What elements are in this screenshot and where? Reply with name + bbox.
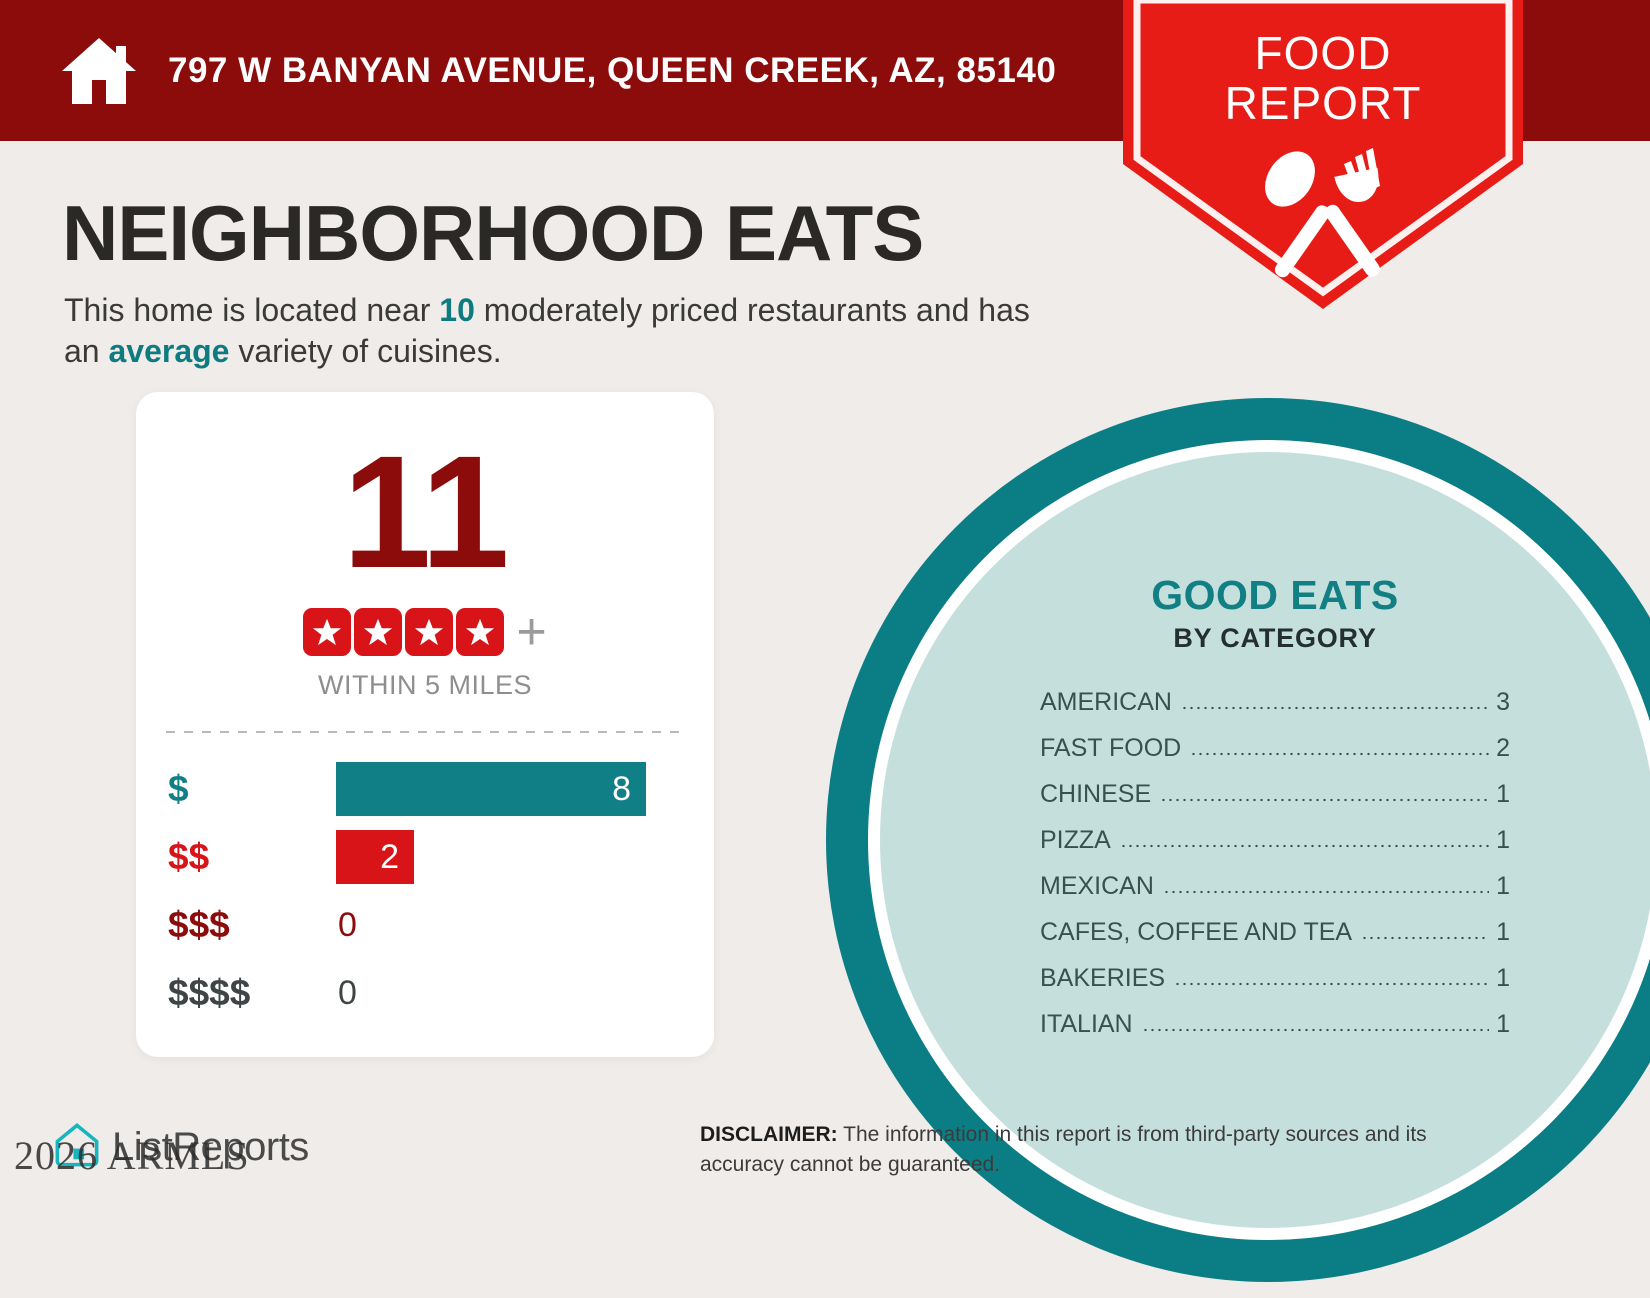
- category-row: ITALIAN 1: [1040, 1010, 1510, 1039]
- category-dot-leader: [1119, 844, 1490, 848]
- price-tier-label: $$$: [168, 904, 230, 945]
- category-name: FAST FOOD: [1040, 734, 1182, 762]
- category-row: FAST FOOD 2: [1040, 734, 1510, 763]
- badge-title: FOOD REPORT: [1123, 28, 1523, 128]
- category-count: 1: [1496, 780, 1510, 808]
- price-tier-value: 8: [612, 769, 631, 808]
- page-title: NEIGHBORHOOD EATS: [62, 189, 924, 277]
- spoon-fork-icon: [1265, 148, 1380, 278]
- category-count: 1: [1496, 826, 1510, 854]
- category-dot-leader: [1174, 982, 1490, 986]
- circle-inner-fill: [880, 452, 1650, 1228]
- price-tier-bar: 2: [336, 830, 414, 884]
- price-tier-value: 0: [338, 905, 357, 944]
- star-icon: [456, 608, 505, 656]
- category-row: PIZZA 1: [1040, 826, 1510, 855]
- category-name: ITALIAN: [1040, 1010, 1133, 1038]
- category-count: 1: [1496, 964, 1510, 992]
- category-row: CAFES, COFFEE AND TEA 1: [1040, 918, 1510, 947]
- restaurant-count: 11: [342, 422, 509, 601]
- good-eats-panel: GOOD EATS BY CATEGORY AMERICAN 3 FAST FOOD…: [1040, 572, 1510, 1056]
- star-rating: +: [136, 603, 714, 661]
- price-tier-row: $$$ 0: [136, 891, 714, 959]
- good-eats-heading: GOOD EATS: [1151, 572, 1399, 618]
- disclaimer: DISCLAIMER: The information in this repo…: [700, 1120, 1510, 1180]
- subtitle-restaurant-count: 10: [439, 292, 475, 328]
- house-logo-icon: [52, 1120, 102, 1175]
- category-dot-leader: [1180, 706, 1490, 710]
- category-name: PIZZA: [1040, 826, 1111, 854]
- headline-block: NEIGHBORHOOD EATS This home is located n…: [62, 190, 1074, 372]
- price-tier-label: $$: [168, 836, 210, 877]
- card-divider: [166, 731, 684, 733]
- price-tier-bar: 8: [336, 762, 646, 816]
- category-dot-leader: [1160, 798, 1490, 802]
- price-tier-row: $8: [136, 755, 714, 823]
- star-icon: [354, 608, 403, 656]
- price-tier-label: $$$$: [168, 972, 251, 1013]
- listreports-logo: ListReports: [52, 1120, 309, 1175]
- food-report-badge: FOOD REPORT: [1123, 0, 1523, 314]
- price-tier-chart: $8 $$ 2 $$$ 0 $$$$ 0: [136, 755, 714, 1027]
- category-dot-leader: [1162, 890, 1490, 894]
- category-count: 2: [1496, 734, 1510, 762]
- category-dot-leader: [1141, 1028, 1490, 1032]
- disclaimer-text: The information in this report is from t…: [700, 1123, 1427, 1176]
- star-icon: [405, 608, 454, 656]
- plus-sign: +: [516, 603, 547, 661]
- category-name: CHINESE: [1040, 780, 1152, 808]
- logo-text: ListReports: [112, 1125, 309, 1169]
- price-tier-row: $$ 2: [136, 823, 714, 891]
- category-count: 3: [1496, 688, 1510, 716]
- price-tier-value: 2: [380, 837, 399, 876]
- subtitle-text-3: variety of cuisines.: [229, 333, 502, 369]
- star-icon: [303, 608, 352, 656]
- category-list: AMERICAN 3 FAST FOOD 2 CHINESE 1 PIZZA 1 MEXICAN…: [1040, 688, 1510, 1039]
- badge-line-2: REPORT: [1224, 77, 1422, 129]
- subtitle-text-1: This home is located near: [64, 292, 440, 328]
- category-count: 1: [1496, 918, 1510, 946]
- good-eats-subheading: BY CATEGORY: [1173, 623, 1377, 653]
- page-subtitle: This home is located near 10 moderately …: [64, 290, 1074, 372]
- category-dot-leader: [1361, 936, 1490, 940]
- category-name: AMERICAN: [1040, 688, 1172, 716]
- price-tier-label: $: [168, 768, 189, 809]
- home-icon: [60, 36, 138, 106]
- within-radius-label: WITHIN 5 MILES: [317, 670, 533, 700]
- category-row: CHINESE 1: [1040, 780, 1510, 809]
- category-dot-leader: [1190, 752, 1490, 756]
- category-row: MEXICAN 1: [1040, 872, 1510, 901]
- price-tier-value: 0: [338, 973, 357, 1012]
- badge-line-1: FOOD: [1254, 27, 1392, 79]
- teal-circle-decoration: [826, 398, 1650, 1298]
- subtitle-text-2: moderately priced restaurants and has an: [64, 292, 1030, 369]
- category-row: BAKERIES 1: [1040, 964, 1510, 993]
- category-name: MEXICAN: [1040, 872, 1154, 900]
- mls-watermark: 2026 ARMLS: [14, 1133, 250, 1178]
- category-count: 1: [1496, 872, 1510, 900]
- disclaimer-label: DISCLAIMER:: [700, 1123, 838, 1146]
- subtitle-variety-level: average: [108, 333, 230, 369]
- category-name: BAKERIES: [1040, 964, 1166, 992]
- category-name: CAFES, COFFEE AND TEA: [1040, 918, 1353, 946]
- category-row: AMERICAN 3: [1040, 688, 1510, 717]
- category-count: 1: [1496, 1010, 1510, 1038]
- restaurant-stats-card: 11 + WITHIN 5 MILES $8 $$ 2 $$$ 0 $$$$ 0: [136, 392, 714, 1057]
- property-address: 797 W BANYAN AVENUE, QUEEN CREEK, AZ, 85…: [168, 50, 1057, 90]
- price-tier-row: $$$$ 0: [136, 959, 714, 1027]
